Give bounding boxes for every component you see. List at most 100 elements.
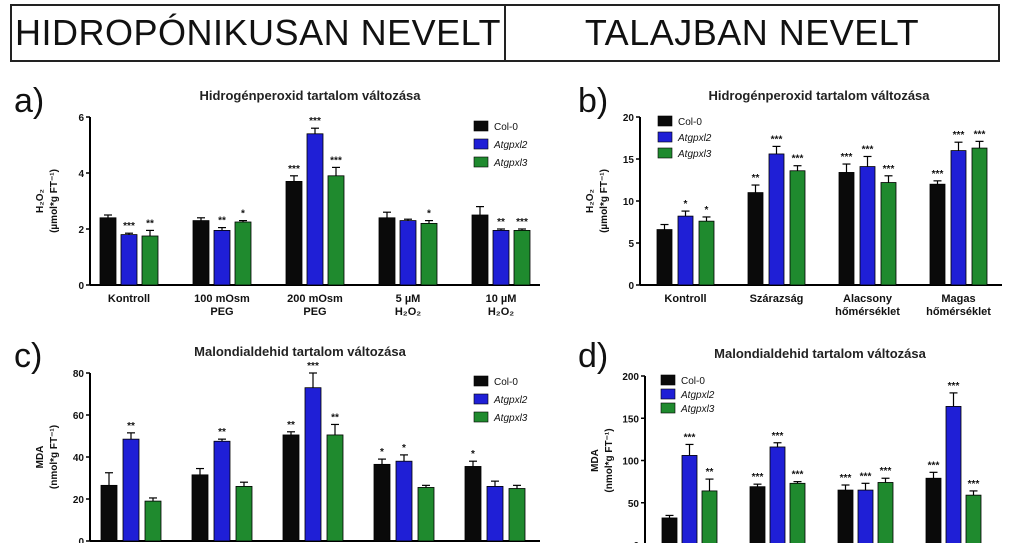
chart-b-significance: *** <box>841 152 853 163</box>
chart-c-bar <box>326 434 344 542</box>
chart-a-y-tick-label: 2 <box>78 225 84 236</box>
chart-b-panel-label: b) <box>578 82 608 120</box>
chart-d-bar <box>749 486 766 543</box>
chart-c-bar <box>144 500 162 542</box>
chart-a-bar <box>285 180 303 286</box>
chart-c-significance: *** <box>307 361 319 372</box>
chart-b-significance: *** <box>953 130 965 141</box>
chart-a-category-label: H₂O₂ <box>395 306 421 318</box>
chart-d-legend-swatch <box>660 402 676 414</box>
chart-d-bar <box>857 489 874 543</box>
chart-a-bar <box>120 234 138 286</box>
header-right-title: TALAJBAN NEVELT <box>504 6 998 60</box>
chart-c-bar <box>282 434 300 542</box>
chart-a-bar <box>513 229 531 286</box>
chart-c-bar <box>213 440 231 542</box>
chart-c-significance: ** <box>287 420 295 431</box>
chart-d-significance: *** <box>792 470 804 481</box>
chart-d-y-tick-label: 100 <box>622 457 639 468</box>
chart-b-significance: *** <box>883 164 895 175</box>
chart-b-bar <box>929 183 946 286</box>
chart-a-category-label: Kontroll <box>108 293 150 305</box>
chart-d-bar <box>789 482 806 543</box>
chart-d-bar <box>837 489 854 543</box>
chart-b-category-label: hőmérséklet <box>926 306 991 318</box>
chart-b-significance: ** <box>752 173 760 184</box>
chart-b-legend-label: Col-0 <box>678 117 702 128</box>
chart-b-category-label: Alacsony <box>843 293 893 305</box>
chart-c-bar <box>191 474 209 542</box>
chart-a-category-label: 200 mOsm <box>287 293 343 305</box>
chart-d-legend-swatch <box>660 374 676 386</box>
chart-a-bar <box>378 217 396 286</box>
chart-c-bar <box>486 485 504 542</box>
chart-b-bar <box>838 172 855 286</box>
chart-a-bar <box>420 222 438 286</box>
chart-a-significance: *** <box>309 116 321 127</box>
chart-b-bar <box>789 170 806 286</box>
chart-b-y-tick-label: 15 <box>623 155 635 166</box>
chart-c-significance: ** <box>331 412 339 423</box>
chart-a-legend-label: Atgpxl2 <box>493 140 528 151</box>
chart-b-y-tick-label: 5 <box>628 239 634 250</box>
chart-d-y-tick-label: 50 <box>628 499 640 510</box>
chart-c-bar <box>373 463 391 542</box>
chart-a-y-tick-label: 6 <box>78 113 84 124</box>
chart-d-legend-label: Col-0 <box>681 376 705 387</box>
chart-d-legend-label: Atgpxl3 <box>680 404 715 415</box>
chart-c-y-tick-label: 60 <box>73 411 85 422</box>
chart-a-bar <box>306 133 324 286</box>
chart-a-bar <box>471 214 489 286</box>
chart-b-legend-swatch <box>657 115 673 127</box>
chart-c-legend-label: Atgpxl3 <box>493 413 528 424</box>
chart-b-category-label: Magas <box>941 293 975 305</box>
chart-b-y-tick-label: 0 <box>628 281 634 292</box>
chart-c-legend-swatch <box>473 375 489 387</box>
chart-d-bar <box>701 490 718 543</box>
chart-a-category-label: PEG <box>210 306 233 318</box>
chart-b-bar <box>859 166 876 286</box>
chart-c-y-tick-label: 80 <box>73 369 85 380</box>
chart-d-significance: *** <box>772 431 784 442</box>
chart-a-bar <box>192 220 210 286</box>
chart-d-bar <box>877 482 894 543</box>
chart-a-legend-swatch <box>473 156 489 168</box>
chart-a-significance: *** <box>516 217 528 228</box>
chart-b-bar <box>747 192 764 286</box>
chart-c-significance: ** <box>218 427 226 438</box>
chart-d-significance: *** <box>948 381 960 392</box>
chart-a-y-tick-label: 4 <box>78 169 84 180</box>
chart-b-bar <box>880 182 897 286</box>
chart-a-title: Hidrogénperoxid tartalom változása <box>199 88 421 103</box>
chart-b-legend-label: Atgpxl3 <box>677 149 712 160</box>
chart-b-y-tick-label: 20 <box>623 113 635 124</box>
chart-a-bar <box>234 221 252 286</box>
chart-c-panel-label: c) <box>14 337 42 375</box>
chart-d-bar <box>965 494 982 543</box>
chart-b-significance: *** <box>862 144 874 155</box>
chart-d-bar <box>925 477 942 543</box>
chart-c-y-tick-label: 40 <box>73 453 85 464</box>
chart-b-bar <box>698 220 715 286</box>
chart-d-y-axis-label: MDA <box>590 449 601 472</box>
header-left-title: HIDROPÓNIKUSAN NEVELT <box>15 12 501 53</box>
chart-a-category-label: 100 mOsm <box>194 293 250 305</box>
chart-d-legend-label: Atgpxl2 <box>680 390 715 401</box>
chart-a-legend-label: Col-0 <box>494 122 518 133</box>
chart-d-significance: *** <box>840 473 852 484</box>
chart-b-legend-swatch <box>657 131 673 143</box>
chart-a-significance: * <box>241 209 245 220</box>
chart-b-y-tick-label: 10 <box>623 197 635 208</box>
chart-b-significance: * <box>705 205 709 216</box>
chart-c-title: Malondialdehid tartalom változása <box>194 344 406 359</box>
chart-c-y-tick-label: 0 <box>78 537 84 543</box>
header-banner: HIDROPÓNIKUSAN NEVELT TALAJBAN NEVELT <box>10 4 1000 62</box>
chart-c-significance: * <box>471 449 475 460</box>
chart-a-significance: ** <box>146 218 154 229</box>
chart-b-y-axis-label: H₂O₂ <box>585 189 596 213</box>
chart-b-bar <box>971 147 988 286</box>
chart-a-category-label: H₂O₂ <box>488 306 514 318</box>
chart-b-bar <box>677 215 694 286</box>
chart-a-legend-swatch <box>473 120 489 132</box>
